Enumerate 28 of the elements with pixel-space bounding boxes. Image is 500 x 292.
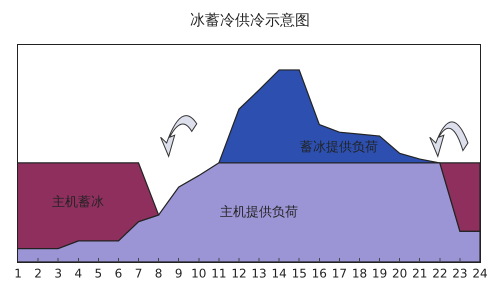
x-tick-label: 7 <box>134 266 142 280</box>
x-tick-label: 12 <box>231 266 247 280</box>
x-tick-label: 11 <box>211 266 227 280</box>
series-label: 蓄冰提供负荷 <box>300 140 378 155</box>
x-tick-label: 3 <box>54 266 62 280</box>
x-tick-label: 4 <box>74 266 82 280</box>
x-tick-label: 23 <box>452 266 468 280</box>
x-tick-label: 16 <box>312 266 327 280</box>
x-tick-label: 17 <box>332 266 348 280</box>
series-label: 主机提供负荷 <box>220 204 298 220</box>
x-tick-label: 20 <box>392 266 408 280</box>
x-tick-label: 2 <box>34 266 42 280</box>
x-tick-label: 15 <box>292 266 307 280</box>
x-tick-label: 21 <box>412 266 428 280</box>
series-label: 主机蓄冰 <box>52 194 104 210</box>
x-tick-label: 9 <box>174 266 183 280</box>
x-tick-label: 13 <box>251 266 267 280</box>
x-tick-label: 10 <box>191 266 206 280</box>
x-tick-label: 19 <box>372 266 388 280</box>
chart-title: 冰蓄冷供冷示意图 <box>190 11 310 30</box>
x-tick-label: 1 <box>14 266 22 280</box>
x-tick-label: 24 <box>472 266 488 280</box>
x-tick-label: 8 <box>154 266 162 280</box>
x-tick-label: 22 <box>432 266 448 280</box>
x-tick-label: 5 <box>94 266 102 280</box>
x-tick-label: 18 <box>352 266 368 280</box>
x-tick-label: 14 <box>271 266 287 280</box>
x-tick-label: 6 <box>114 266 122 280</box>
